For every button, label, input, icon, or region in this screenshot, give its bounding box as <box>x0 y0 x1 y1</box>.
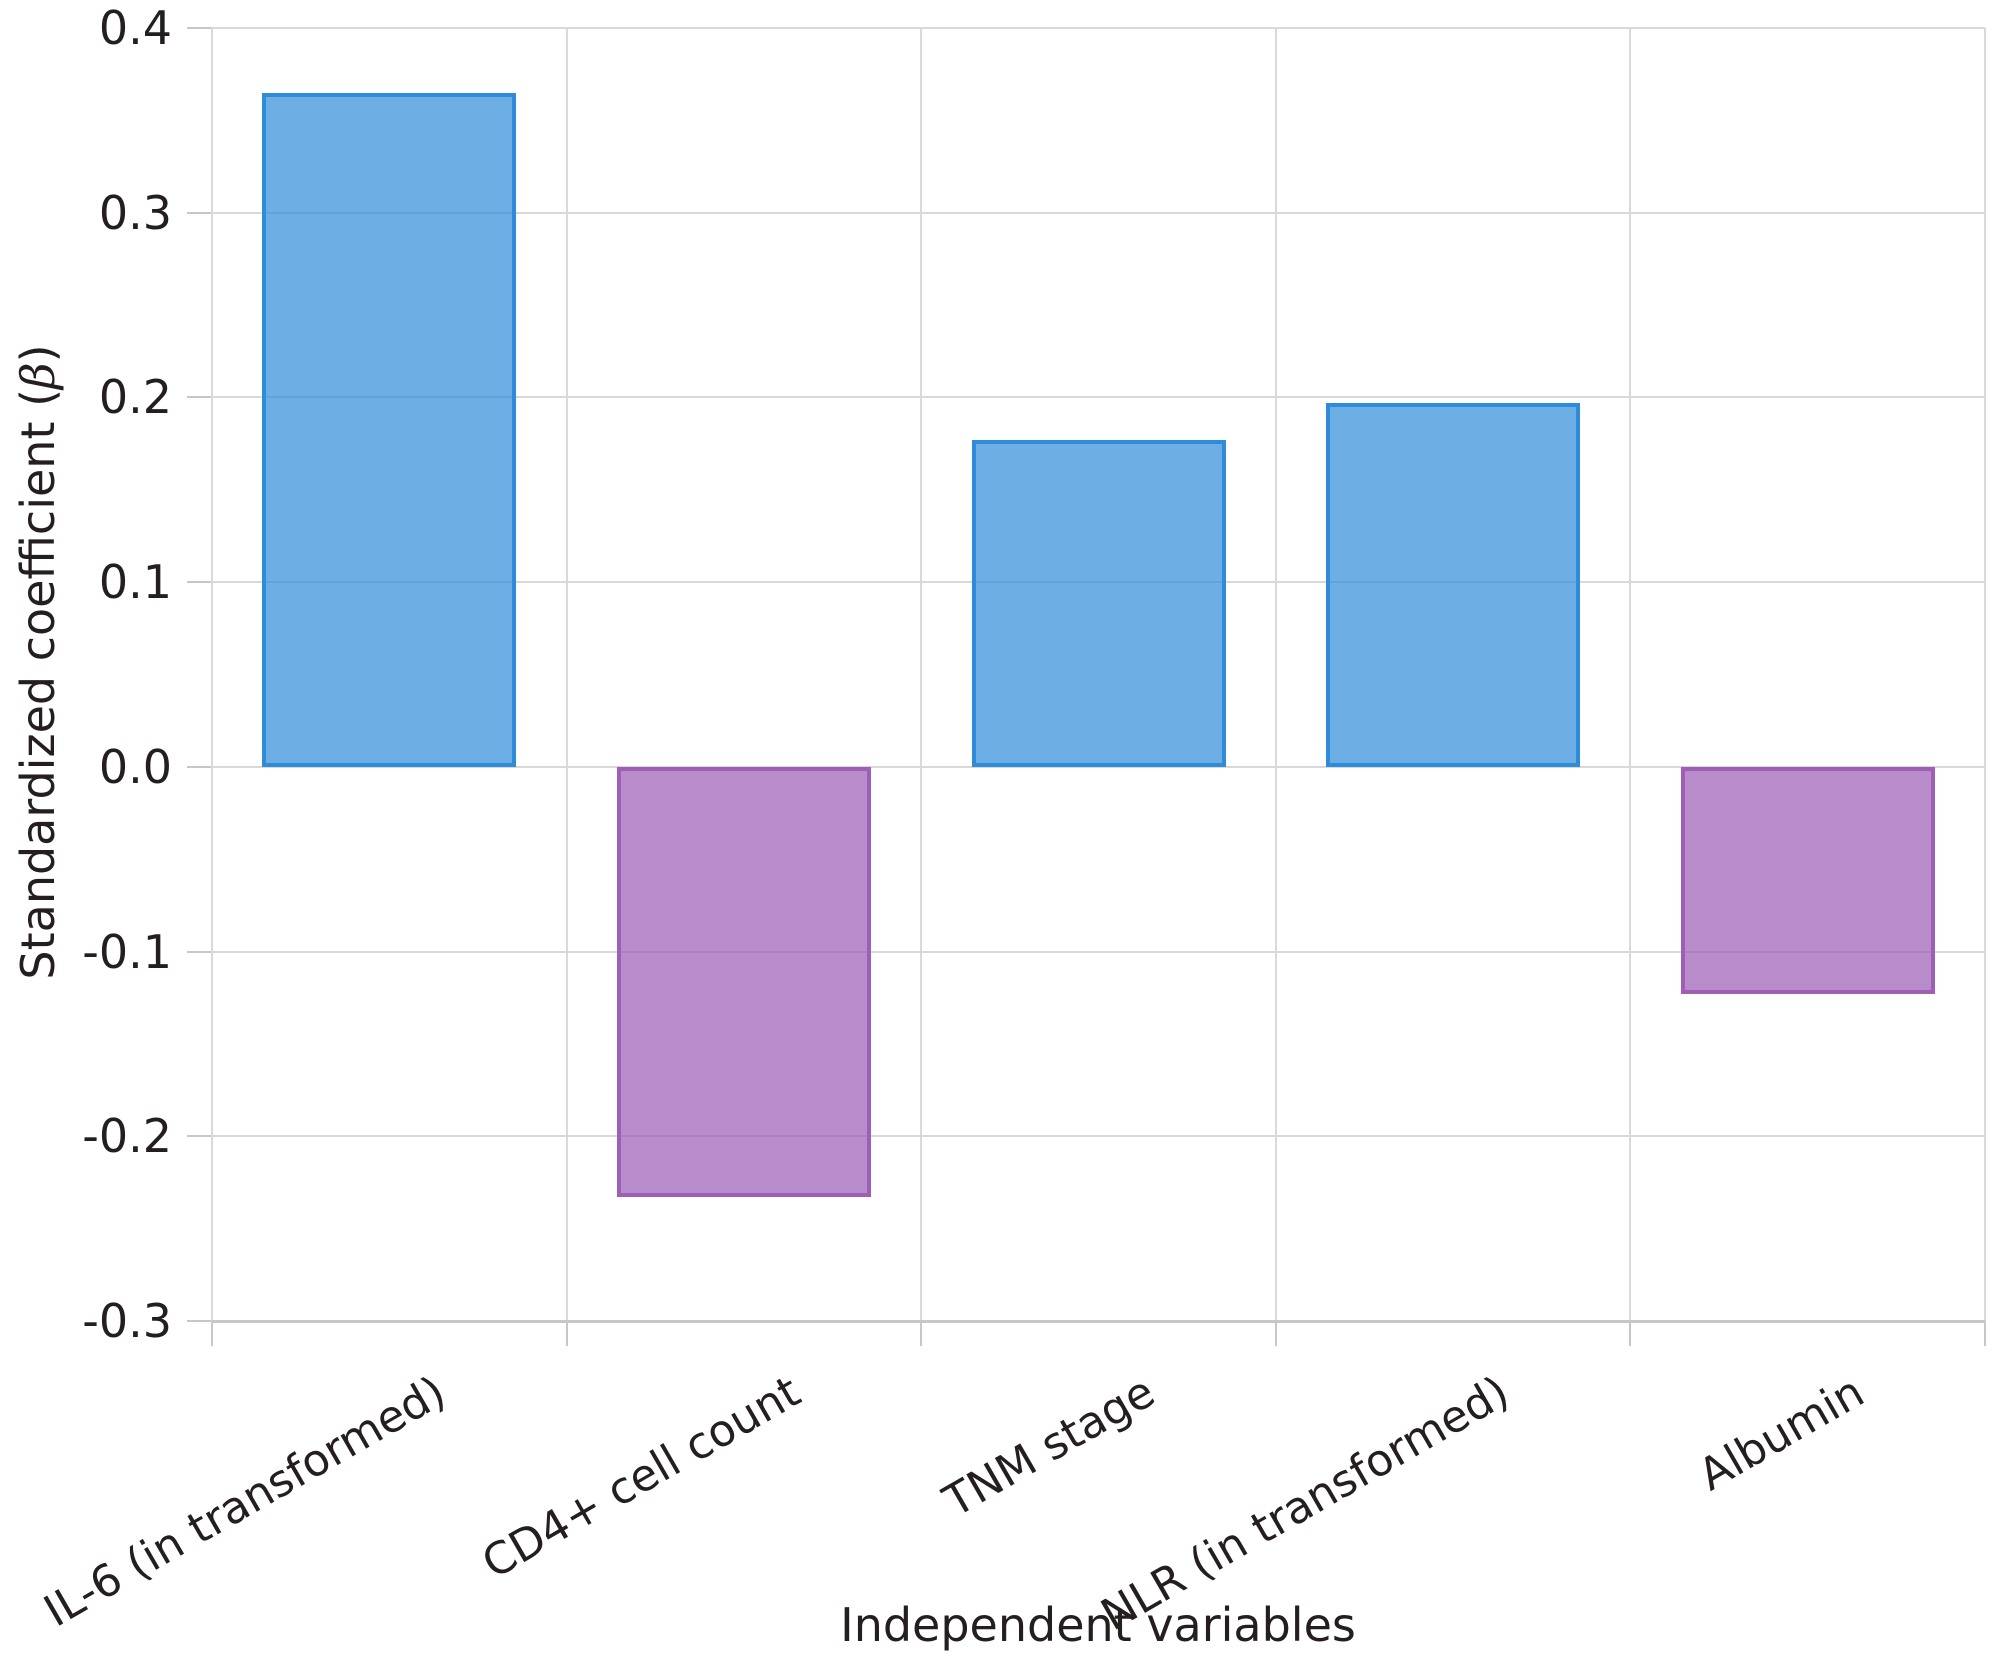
x-category-label: CD4+ cell count <box>473 1366 809 1590</box>
gridline-vertical <box>920 28 923 1321</box>
x-axis-tick <box>211 1321 213 1346</box>
y-tick-label: -0.3 <box>82 1294 172 1348</box>
x-axis-line <box>212 1320 1985 1323</box>
x-category-label: Albumin <box>1689 1366 1873 1501</box>
y-tick-label: 0.0 <box>98 739 172 794</box>
gridline-vertical <box>565 28 568 1321</box>
bar-nlr-in-transformed <box>1326 402 1581 767</box>
gridline-horizontal <box>212 765 1985 768</box>
y-tick-label: -0.1 <box>82 924 172 979</box>
gridline-vertical <box>1274 28 1277 1321</box>
gridline-vertical <box>1629 28 1632 1321</box>
y-axis-tick <box>187 950 212 953</box>
bar-tnm-stage <box>971 439 1226 767</box>
gridline-horizontal <box>212 396 1985 399</box>
x-axis-tick <box>1629 1321 1632 1346</box>
x-category-label: TNM stage <box>934 1366 1163 1528</box>
y-axis-tick <box>187 211 212 214</box>
y-tick-label: 0.2 <box>98 370 172 425</box>
y-axis-tick <box>187 396 212 399</box>
x-axis-tick <box>1274 1321 1277 1346</box>
y-tick-label: 0.3 <box>98 185 172 240</box>
gridline-horizontal <box>212 950 1985 953</box>
y-axis-title-prefix: Standardized coefficient ( <box>11 388 65 980</box>
y-axis-tick <box>187 1320 212 1322</box>
y-axis-tick <box>187 765 212 768</box>
x-axis-tick <box>920 1321 923 1346</box>
x-category-label: IL-6 (in transformed) <box>35 1366 454 1638</box>
gridline-vertical <box>211 28 213 1321</box>
y-axis-tick <box>187 1135 212 1138</box>
y-tick-label: 0.1 <box>98 555 172 610</box>
x-axis-tick <box>565 1321 568 1346</box>
x-axis-tick <box>1984 1321 1986 1346</box>
bar-albumin <box>1680 766 1935 995</box>
y-axis-tick <box>187 581 212 584</box>
gridline-horizontal <box>212 27 1985 29</box>
y-tick-label: -0.2 <box>82 1109 172 1164</box>
y-tick-label: 0.4 <box>98 1 172 55</box>
y-axis-title-suffix: ) <box>11 344 65 363</box>
x-axis-title: Independent variables <box>840 1598 1356 1652</box>
gridline-vertical <box>1984 28 1986 1321</box>
gridline-horizontal <box>212 211 1985 214</box>
gridline-horizontal <box>212 1135 1985 1138</box>
y-axis-tick <box>187 27 212 29</box>
bar-cd4-cell-count <box>616 766 871 1198</box>
y-axis-title: Standardized coefficient (β) <box>11 344 65 979</box>
bar-il-6-in-transformed <box>262 92 517 767</box>
beta-symbol: β <box>11 362 65 389</box>
